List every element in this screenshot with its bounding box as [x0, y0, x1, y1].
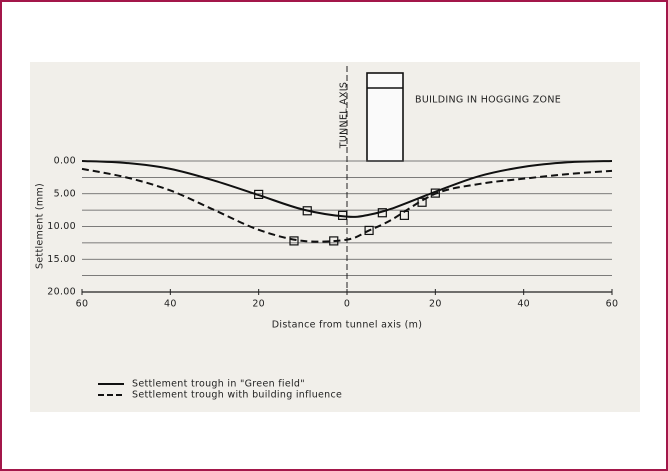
building	[366, 72, 404, 162]
measured-point	[430, 188, 440, 198]
y-tick-label: 0.00	[54, 156, 76, 167]
building-label: BUILDING IN HOGGING ZONE	[415, 95, 561, 106]
x-tick-label: 60	[606, 299, 619, 310]
x-tick-label: 40	[517, 299, 530, 310]
measured-point	[329, 236, 339, 246]
measured-point	[377, 208, 387, 218]
x-axis-label: Distance from tunnel axis (m)	[272, 320, 422, 331]
x-tick-label: 20	[252, 299, 265, 310]
x-tick-label: 40	[164, 299, 177, 310]
y-axis-label: Settlement (mm)	[35, 183, 46, 269]
measured-point	[364, 225, 374, 236]
y-tick-label: 10.00	[47, 221, 76, 232]
tunnel-axis-label: TUNNEL AXIS	[339, 82, 350, 149]
measured-point	[289, 236, 299, 246]
legend-label: Settlement trough in "Green field"	[132, 379, 305, 390]
y-tick-label: 15.00	[47, 254, 76, 265]
measured-point	[399, 210, 410, 220]
settlement-curve	[81, 167, 613, 243]
y-tick-label: 5.00	[54, 188, 76, 199]
measured-point	[254, 189, 264, 200]
measured-point	[337, 210, 348, 220]
x-tick-label: 20	[429, 299, 442, 310]
x-tick-label: 60	[76, 299, 89, 310]
legend-label: Settlement trough with building influenc…	[132, 390, 342, 401]
settlement-curve	[81, 160, 613, 218]
measured-point	[302, 206, 312, 216]
x-tick-label: 0	[344, 299, 350, 310]
y-tick-label: 20.00	[47, 287, 76, 298]
measured-point	[417, 197, 427, 207]
